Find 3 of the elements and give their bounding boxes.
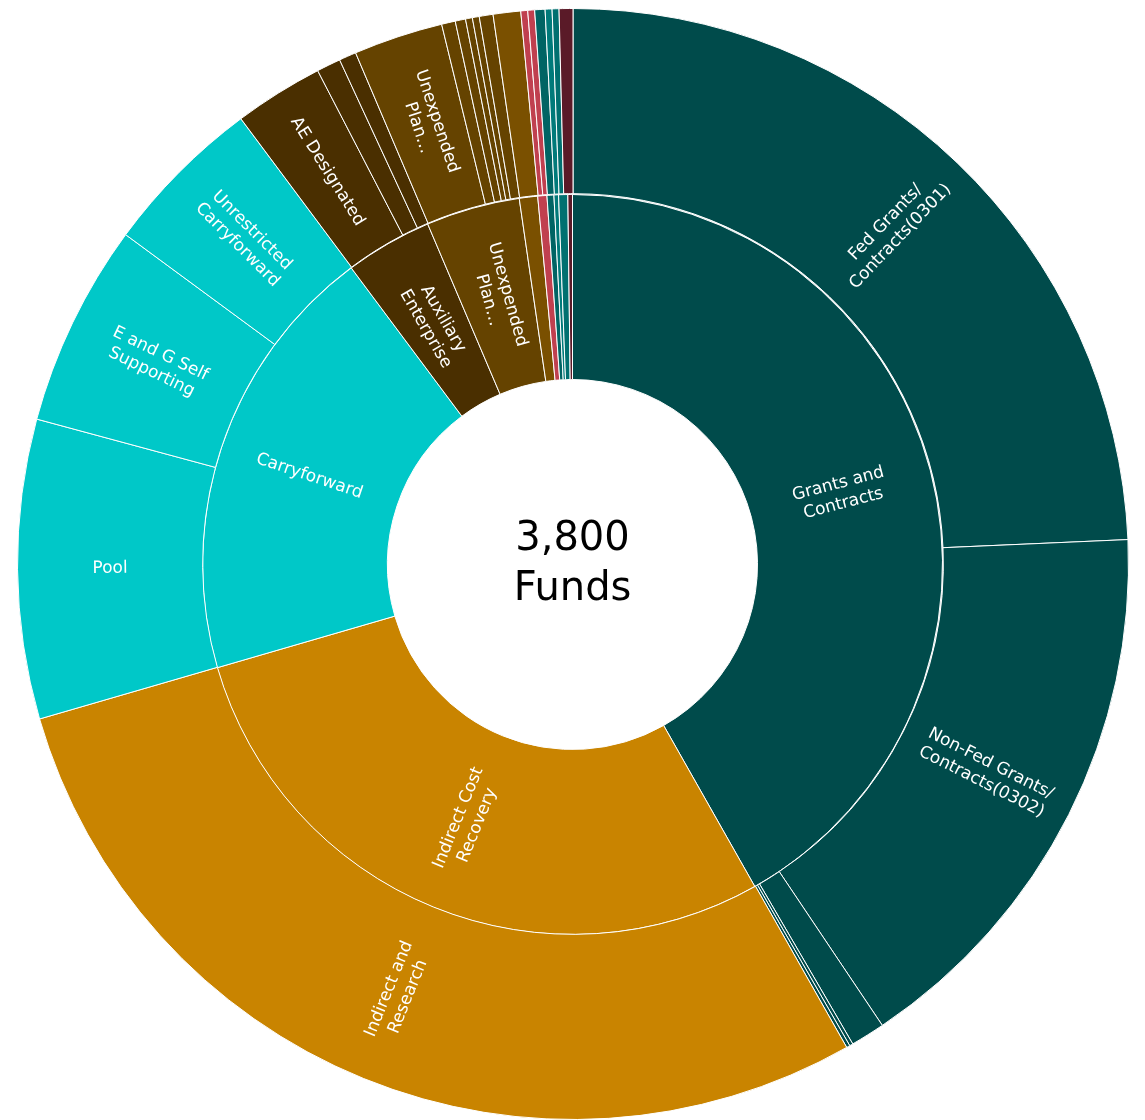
slice-label: Pool	[91, 556, 128, 577]
slice-label: Grants and Contracts	[789, 460, 886, 522]
text: 3,800 Funds	[513, 512, 632, 609]
